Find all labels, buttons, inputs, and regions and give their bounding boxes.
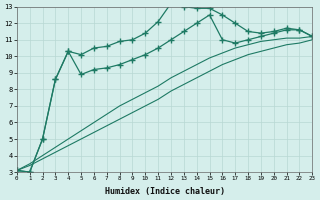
X-axis label: Humidex (Indice chaleur): Humidex (Indice chaleur) <box>105 187 225 196</box>
